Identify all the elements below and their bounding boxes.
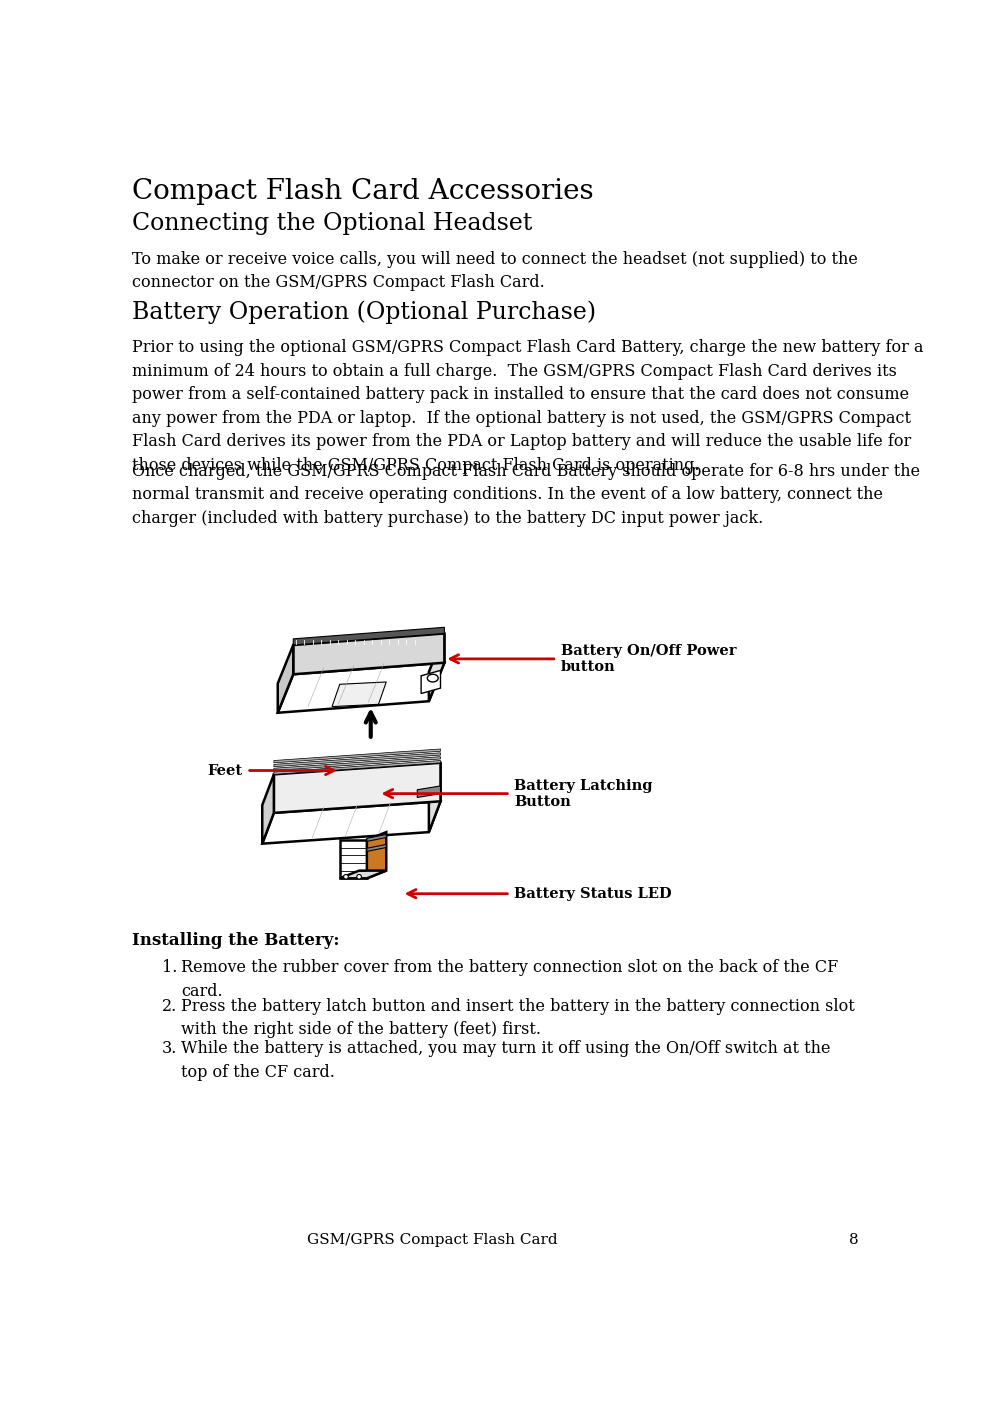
Text: While the battery is attached, you may turn it off using the On/Off switch at th: While the battery is attached, you may t… bbox=[181, 1039, 831, 1080]
Text: Remove the rubber cover from the battery connection slot on the back of the CF
c: Remove the rubber cover from the battery… bbox=[181, 959, 838, 1000]
Polygon shape bbox=[278, 646, 294, 712]
Polygon shape bbox=[367, 834, 386, 841]
Polygon shape bbox=[294, 633, 445, 674]
Text: 2.: 2. bbox=[161, 998, 177, 1015]
Text: Once charged, the GSM/GPRS Compact Flash Card Battery should operate for 6-8 hrs: Once charged, the GSM/GPRS Compact Flash… bbox=[132, 463, 920, 527]
Ellipse shape bbox=[427, 674, 438, 683]
Text: Battery On/Off Power
button: Battery On/Off Power button bbox=[561, 644, 736, 674]
Text: Battery Status LED: Battery Status LED bbox=[515, 886, 672, 901]
Polygon shape bbox=[274, 763, 441, 813]
Text: Prior to using the optional GSM/GPRS Compact Flash Card Battery, charge the new : Prior to using the optional GSM/GPRS Com… bbox=[132, 340, 923, 474]
Text: To make or receive voice calls, you will need to connect the headset (not suppli: To make or receive voice calls, you will… bbox=[132, 251, 858, 292]
Polygon shape bbox=[367, 833, 386, 878]
Polygon shape bbox=[274, 760, 441, 775]
Polygon shape bbox=[429, 633, 445, 701]
Text: Connecting the Optional Headset: Connecting the Optional Headset bbox=[132, 212, 532, 235]
Polygon shape bbox=[367, 844, 386, 851]
Polygon shape bbox=[421, 670, 441, 694]
Polygon shape bbox=[429, 763, 441, 833]
Polygon shape bbox=[340, 871, 386, 878]
Text: Feet: Feet bbox=[208, 763, 243, 777]
Text: GSM/GPRS Compact Flash Card: GSM/GPRS Compact Flash Card bbox=[307, 1233, 558, 1247]
Polygon shape bbox=[294, 627, 445, 646]
Polygon shape bbox=[417, 786, 441, 797]
Polygon shape bbox=[332, 683, 386, 707]
Circle shape bbox=[344, 875, 349, 879]
Text: 1.: 1. bbox=[161, 959, 177, 976]
Polygon shape bbox=[274, 753, 441, 766]
Text: Battery Operation (Optional Purchase): Battery Operation (Optional Purchase) bbox=[132, 300, 596, 324]
Polygon shape bbox=[262, 801, 441, 844]
Circle shape bbox=[356, 875, 361, 879]
Text: Press the battery latch button and insert the battery in the battery connection : Press the battery latch button and inser… bbox=[181, 998, 854, 1038]
Polygon shape bbox=[274, 749, 441, 763]
Polygon shape bbox=[340, 840, 367, 878]
Polygon shape bbox=[262, 775, 274, 844]
Text: 3.: 3. bbox=[161, 1039, 177, 1056]
Text: Compact Flash Card Accessories: Compact Flash Card Accessories bbox=[132, 177, 594, 205]
Polygon shape bbox=[278, 663, 445, 712]
Text: Installing the Battery:: Installing the Battery: bbox=[132, 932, 340, 949]
Polygon shape bbox=[274, 756, 441, 770]
Text: Battery Latching
Button: Battery Latching Button bbox=[515, 779, 653, 809]
Text: 8: 8 bbox=[849, 1233, 859, 1247]
